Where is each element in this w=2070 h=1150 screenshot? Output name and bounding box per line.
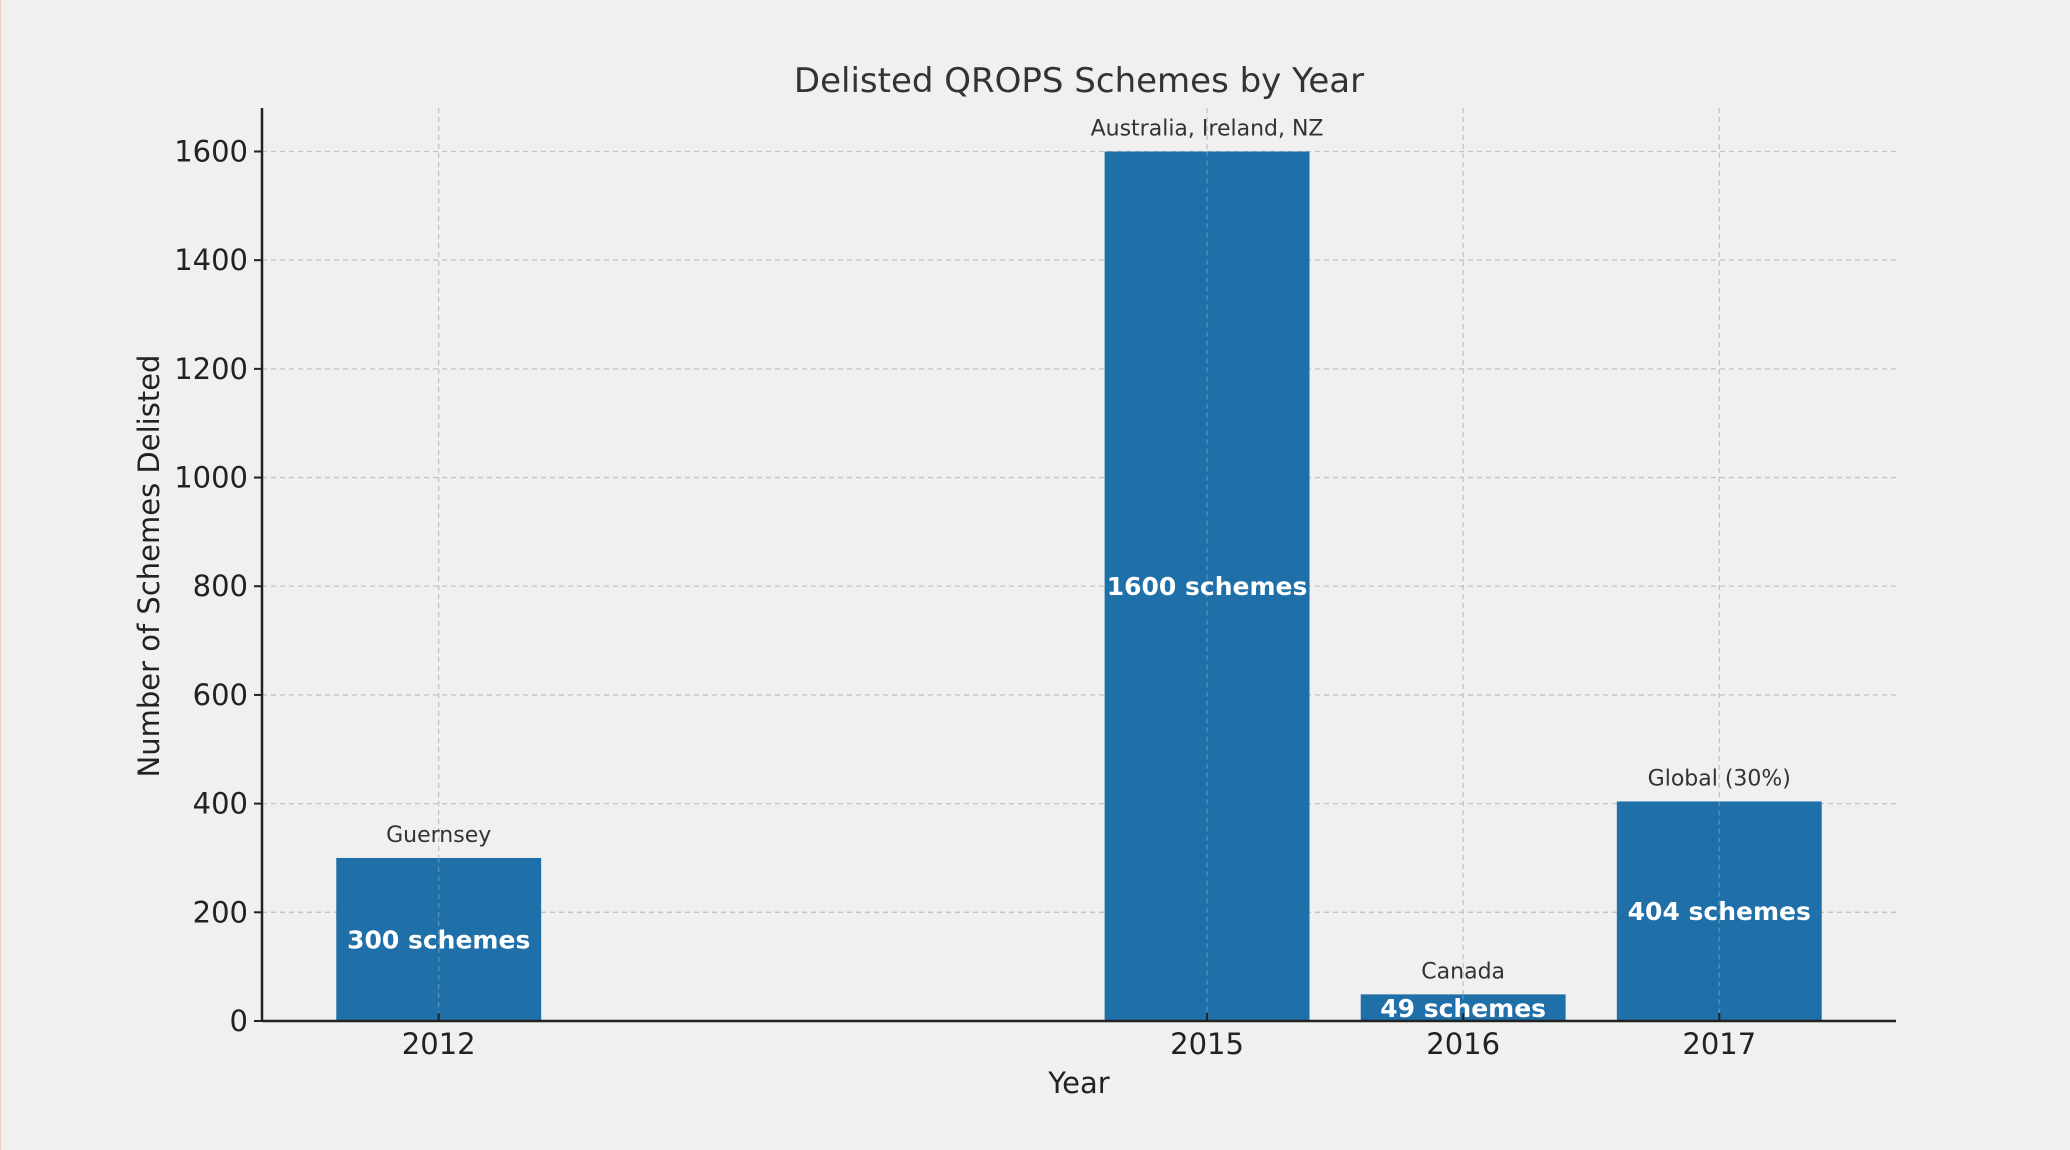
y-tick-label: 1200 — [174, 352, 248, 386]
y-tick-label: 600 — [193, 678, 248, 712]
x-tick-label: 2012 — [402, 1027, 476, 1061]
x-tick-label: 2016 — [1426, 1027, 1500, 1061]
bar-annotation: Canada — [1421, 959, 1505, 984]
bar-value-label: 404 schemes — [1628, 897, 1811, 926]
y-tick-label: 800 — [193, 569, 248, 603]
bar-value-label: 1600 schemes — [1107, 572, 1308, 601]
y-tick-label: 0 — [230, 1004, 248, 1038]
bar-annotation: Global (30%) — [1648, 766, 1791, 791]
x-axis-label: Year — [1047, 1066, 1109, 1100]
bar-annotation: Australia, Ireland, NZ — [1091, 116, 1324, 141]
y-tick-label: 400 — [193, 787, 248, 821]
bar-value-label: 300 schemes — [347, 925, 530, 954]
bars: 300 schemes Guernsey 1600 schemes Australia… — [336, 116, 1822, 1023]
y-tick-label: 1400 — [174, 243, 248, 277]
axes: 0 200 400 600 800 1000 1200 1400 1600 2012 2015 201… — [174, 108, 1896, 1061]
y-tick-label: 1600 — [174, 134, 248, 168]
y-tick-label: 1000 — [174, 461, 248, 495]
y-axis-label: Number of Schemes Delisted — [132, 355, 166, 778]
y-tick-label: 200 — [193, 895, 248, 929]
x-tick-label: 2015 — [1170, 1027, 1244, 1061]
chart-title: Delisted QROPS Schemes by Year — [794, 61, 1364, 101]
bar-annotation: Guernsey — [386, 823, 491, 848]
x-tick-label: 2017 — [1682, 1027, 1756, 1061]
